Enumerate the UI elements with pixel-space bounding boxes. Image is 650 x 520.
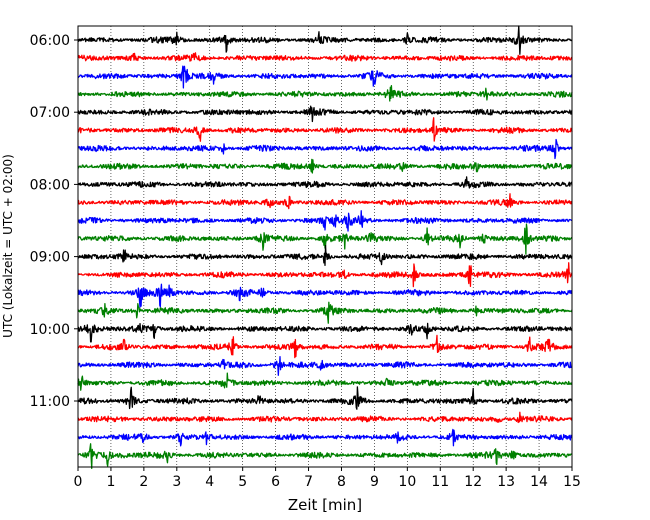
- x-tick-label: 0: [74, 474, 83, 490]
- trace-row: [77, 65, 573, 89]
- trace-row: [77, 428, 573, 447]
- trace-row: [77, 105, 573, 123]
- y-tick-label: 08:00: [30, 177, 70, 193]
- trace-row: [77, 176, 573, 189]
- trace-row: [77, 25, 573, 55]
- trace-row: [77, 158, 573, 174]
- trace-row: [77, 52, 573, 62]
- trace-row: [77, 138, 573, 160]
- traces: [77, 25, 573, 470]
- trace-row: [77, 443, 573, 470]
- x-tick-label: 4: [205, 474, 214, 490]
- trace-row: [77, 85, 573, 102]
- y-tick-label: 06:00: [30, 33, 70, 49]
- x-tick-label: 9: [370, 474, 379, 490]
- plot-frame: [77, 25, 573, 468]
- x-axis-ticks: 0 1 2 3 4 5 6 7 8 9 10 11 12 13 14 15: [74, 467, 581, 490]
- trace-row: [77, 244, 573, 267]
- trace-row: [77, 210, 573, 232]
- trace-row: [77, 117, 573, 142]
- x-tick-label: 1: [106, 474, 115, 490]
- x-tick-label: 6: [271, 474, 280, 490]
- x-tick-label: 10: [398, 474, 416, 490]
- x-axis-label: Zeit [min]: [288, 496, 362, 514]
- trace-row: [77, 334, 573, 359]
- y-axis-ticks: 06:00 07:00 08:00 09:00 10:00 11:00: [30, 33, 78, 410]
- trace-row: [77, 411, 573, 424]
- trace-row: [77, 283, 573, 308]
- x-tick-label: 7: [304, 474, 313, 490]
- x-tick-label: 11: [431, 474, 449, 490]
- y-axis-label: UTC (Lokalzeit = UTC + 02:00): [1, 154, 15, 338]
- x-tick-label: 15: [563, 474, 581, 490]
- trace-row: [77, 301, 573, 324]
- x-tick-label: 3: [172, 474, 181, 490]
- trace-row: [77, 386, 573, 410]
- x-tick-label: 2: [139, 474, 148, 490]
- trace-row: [77, 322, 573, 343]
- x-tick-label: 5: [238, 474, 247, 490]
- x-tick-label: 8: [337, 474, 346, 490]
- x-tick-label: 13: [497, 474, 515, 490]
- y-tick-label: 11:00: [30, 394, 70, 410]
- trace-row: [77, 356, 573, 376]
- trace-row: [77, 193, 573, 210]
- x-tick-label: 12: [464, 474, 482, 490]
- y-tick-label: 10:00: [30, 322, 70, 338]
- trace-row: [77, 262, 573, 288]
- y-tick-label: 07:00: [30, 105, 70, 121]
- y-tick-label: 09:00: [30, 250, 70, 266]
- x-tick-label: 14: [530, 474, 548, 490]
- trace-row: [77, 372, 573, 391]
